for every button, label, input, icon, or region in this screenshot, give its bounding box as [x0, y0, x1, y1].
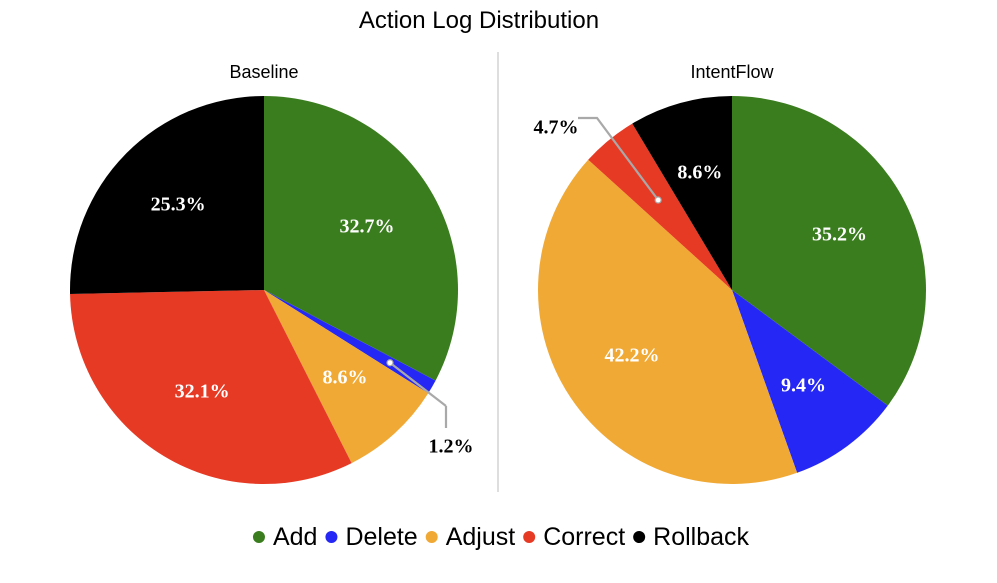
- callout-dot-delete: [386, 359, 394, 367]
- data-label-baseline-adjust: 8.6%: [323, 366, 368, 388]
- pie-slice-baseline-rollback: [70, 96, 264, 294]
- pie-slice-baseline-correct: [70, 290, 352, 484]
- data-label-baseline-rollback: 25.3%: [151, 193, 206, 215]
- legend-marker-add: [252, 531, 265, 543]
- legend-item-delete: Delete: [325, 523, 418, 551]
- legend-marker-correct: [523, 531, 536, 543]
- pie-slice-baseline-adjust: [264, 290, 429, 464]
- data-label-baseline-correct: 32.1%: [175, 381, 230, 403]
- chart-title: Action Log Distribution: [359, 7, 599, 34]
- legend-label-add: Add: [273, 523, 317, 551]
- pie-slice-intentflow-delete: [732, 290, 888, 473]
- legend: Add Delete Adjust Correct Rollback: [252, 523, 750, 551]
- data-label-intentflow-correct: 4.7%: [534, 117, 579, 139]
- data-label-intentflow-add: 35.2%: [812, 224, 867, 246]
- data-label-intentflow-delete: 9.4%: [781, 374, 826, 396]
- callout-dot-correct: [654, 196, 662, 204]
- pie-slice-baseline-delete: [264, 290, 436, 394]
- callout-line-baseline-delete: [389, 361, 447, 407]
- legend-marker-rollback: [633, 531, 646, 543]
- pie-slice-intentflow-rollback: [632, 96, 732, 290]
- pie-slice-baseline-add: [264, 96, 459, 381]
- legend-label-adjust: Adjust: [446, 523, 516, 551]
- legend-item-correct: Correct: [523, 523, 625, 551]
- pie-subtitle-baseline: Baseline: [229, 62, 298, 82]
- pie-baseline: Baseline 32.7% 1.2% 8.6% 32.1% 25.3%: [70, 62, 474, 484]
- pie-slice-intentflow-correct: [588, 123, 732, 291]
- data-label-intentflow-rollback: 8.6%: [677, 162, 722, 184]
- callout-line-intentflow-correct: [578, 116, 660, 201]
- data-label-baseline-delete: 1.2%: [429, 436, 474, 458]
- legend-item-rollback: Rollback: [633, 523, 750, 551]
- data-label-baseline-add: 32.7%: [340, 215, 395, 237]
- legend-item-add: Add: [252, 523, 317, 551]
- legend-label-rollback: Rollback: [653, 523, 749, 551]
- legend-marker-adjust: [425, 531, 438, 543]
- pie-intentflow: IntentFlow 35.2% 9.4% 42.2% 4.7% 8.6%: [534, 62, 926, 484]
- pie-slice-intentflow-add: [732, 96, 926, 406]
- pie-subtitle-intentflow: IntentFlow: [690, 62, 774, 82]
- pie-slice-intentflow-adjust: [538, 159, 798, 484]
- legend-item-adjust: Adjust: [425, 523, 516, 551]
- legend-marker-delete: [325, 531, 338, 543]
- legend-label-correct: Correct: [543, 523, 625, 551]
- data-label-intentflow-adjust: 42.2%: [604, 344, 659, 366]
- legend-label-delete: Delete: [345, 523, 417, 551]
